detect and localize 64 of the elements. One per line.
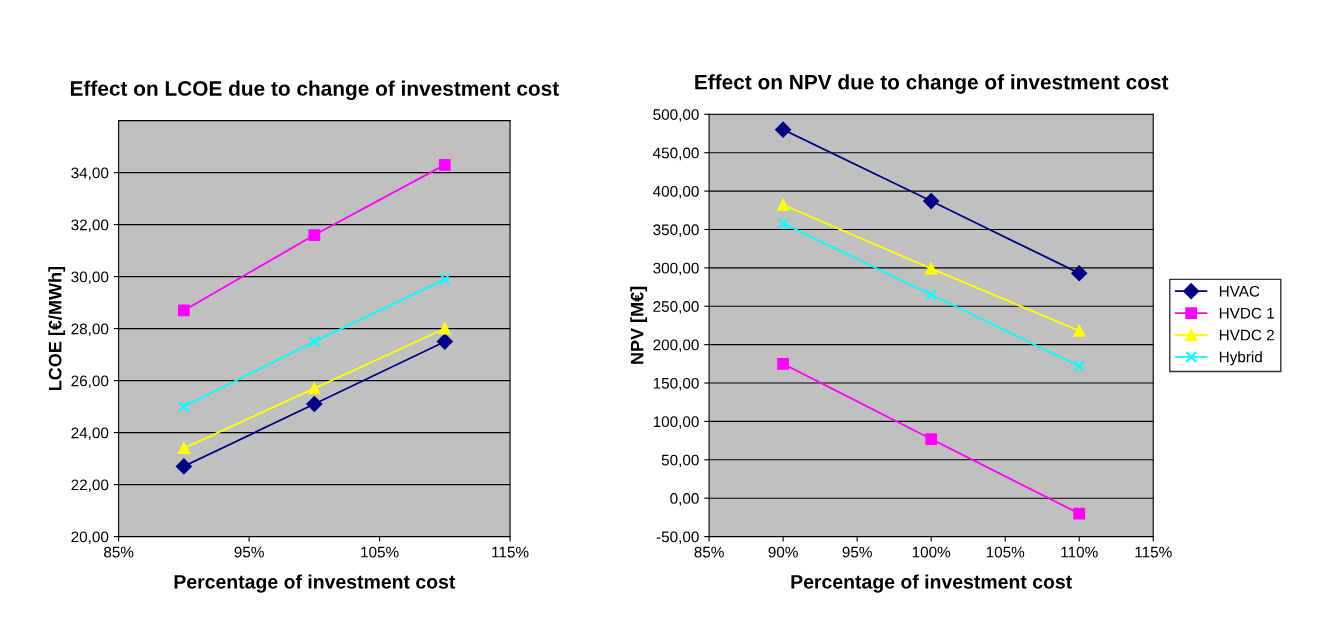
y-tick-label: 500,00: [653, 109, 699, 122]
legend-label: HVAC: [1219, 285, 1260, 297]
x-axis-title: Percentage of investment cost: [174, 574, 456, 593]
x-tick-label: 85%: [694, 546, 724, 558]
y-axis-title: LCOE [€/MWh]: [48, 266, 66, 391]
point: [306, 396, 323, 412]
point: [177, 442, 190, 455]
x-tick-label: 105%: [986, 546, 1025, 558]
y-tick-label: 100,00: [653, 416, 699, 429]
point: [308, 335, 321, 348]
y-tick-label: 50,00: [661, 454, 699, 468]
x-tick-label: 90%: [768, 546, 798, 558]
point: [438, 273, 451, 286]
x-tick-label: 110%: [1061, 546, 1098, 558]
point: [775, 121, 792, 138]
point: [925, 262, 938, 275]
y-tick-label: 34,00: [71, 167, 109, 181]
legend-label: HVDC 2: [1219, 329, 1274, 341]
y-axis-title: NPV [M€]: [630, 286, 648, 364]
y-tick-label: 350,00: [653, 224, 699, 237]
y-tick-label: 400,00: [652, 185, 699, 199]
y-tick-label: 150,00: [653, 377, 699, 391]
y-tick-label: 450,00: [652, 147, 699, 161]
y-tick-label: 26,00: [71, 375, 109, 389]
point: [436, 333, 453, 350]
point: [1071, 265, 1088, 282]
x-tick-label: 95%: [842, 546, 872, 558]
point: [1073, 507, 1086, 520]
point: [925, 433, 938, 445]
point: [438, 322, 451, 335]
y-tick-label: 200,00: [653, 339, 699, 353]
point: [177, 304, 190, 317]
legend-label: Hybrid: [1219, 351, 1262, 366]
chart-title: Effect on NPV due to change of investment cost: [695, 74, 1169, 94]
x-tick-label: 100%: [912, 546, 951, 558]
y-tick-label: 250,00: [653, 301, 699, 314]
chart-title: Effect on LCOE due to change of investment cost: [70, 80, 559, 101]
point: [308, 229, 321, 241]
x-tick-label: 95%: [234, 546, 264, 558]
point: [777, 357, 790, 370]
x-tick-label: 85%: [104, 546, 134, 558]
x-tick-label: 105%: [361, 546, 399, 558]
point: [923, 193, 940, 209]
y-tick-label: -50,00: [656, 531, 699, 545]
y-tick-label: 0,00: [670, 493, 699, 506]
point: [175, 458, 192, 475]
y-tick-label: 22,00: [71, 479, 109, 493]
point: [308, 382, 321, 395]
point: [777, 217, 790, 230]
y-tick-label: 28,00: [71, 323, 109, 337]
y-tick-label: 300,00: [653, 262, 699, 276]
point: [1073, 324, 1086, 337]
x-tick-label: 115%: [1135, 546, 1172, 558]
x-tick-label: 115%: [492, 546, 529, 558]
point: [925, 288, 938, 301]
legend-label: HVDC 1: [1219, 307, 1274, 319]
y-tick-label: 30,00: [71, 271, 109, 285]
x-axis-title: Percentage of investment cost: [791, 574, 1072, 593]
point: [1073, 360, 1086, 373]
y-tick-label: 24,00: [71, 427, 109, 441]
y-tick-label: 32,00: [71, 219, 109, 233]
point: [438, 158, 451, 171]
y-tick-label: 20,00: [71, 531, 109, 545]
point: [177, 400, 190, 413]
